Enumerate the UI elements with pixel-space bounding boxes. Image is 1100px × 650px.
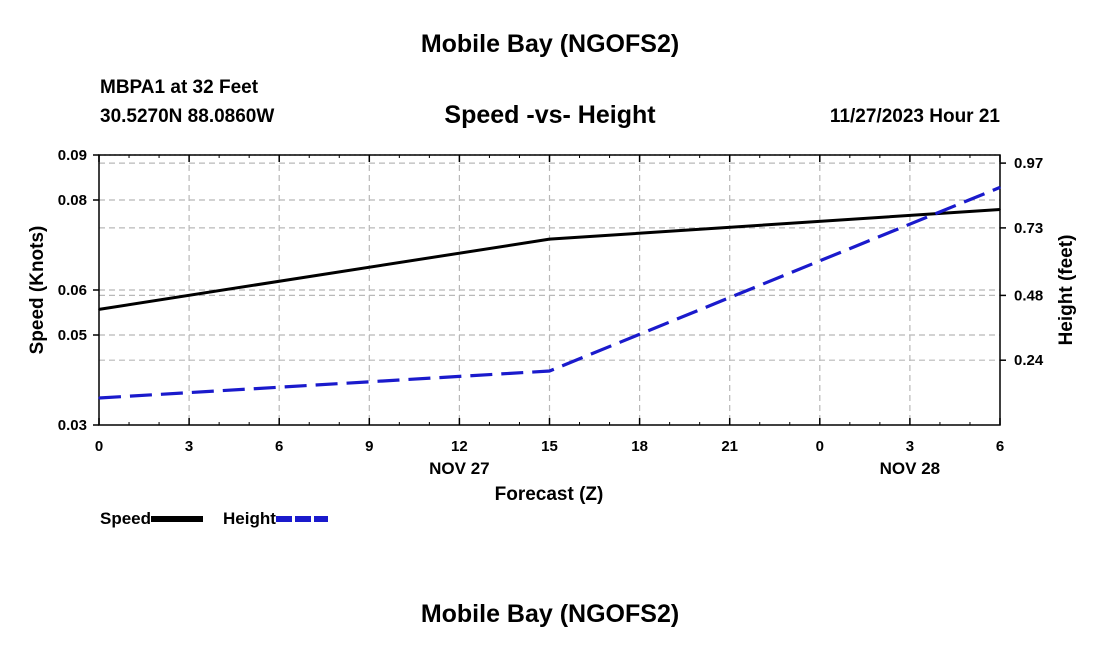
grid [99,154,1000,425]
legend-speed-swatch [151,516,204,522]
speed-height-chart: 0 3 6 9 12 15 18 21 0 3 6 NOV 27 NOV 28 0.03 0.05 0.06 0… [27,147,1077,505]
y-tick-label: 0.03 [58,417,87,434]
series-speed-point [98,308,100,311]
x-tick-label: 21 [721,438,738,455]
ticks [93,154,1006,426]
y2-tick-label: 0.97 [1014,155,1043,172]
page-title: Mobile Bay (NGOFS2) [420,30,680,58]
series-speed-point [548,238,551,240]
legend-speed-label: Speed [100,509,152,528]
x-tick-label: 9 [365,438,373,455]
legend: Speed Height [100,509,330,529]
x-tick-label: 18 [631,438,648,455]
series-height-point [999,186,1001,189]
station-label: MBPA1 at 32 Feet [100,77,259,98]
y2-tick-label: 0.24 [1014,352,1044,369]
x-tick-label: 3 [906,438,914,455]
series-height-point [548,370,551,372]
y2-axis-label: Height (feet) [1056,235,1077,346]
y-tick-label: 0.06 [58,282,87,299]
y-tick-label: 0.09 [58,147,87,164]
date-label: NOV 27 [429,459,489,478]
series [98,185,1001,400]
y-tick-label: 0.08 [58,192,87,209]
tick-labels: 0 3 6 9 12 15 18 21 0 3 6 NOV 27 NOV 28 0.03 0.05 0.06 0… [58,147,1044,478]
date-label: NOV 28 [880,459,940,478]
station-coords: 30.5270N 88.0860W [100,106,275,127]
y-tick-label: 0.05 [58,327,87,344]
x-tick-label: 6 [275,438,283,455]
series-height-point [98,397,100,399]
x-tick-label: 0 [95,438,103,455]
series-speed-point [999,208,1001,211]
x-tick-label: 3 [185,438,193,455]
y2-tick-label: 0.73 [1014,220,1043,237]
legend-height-label: Height [223,509,276,528]
x-tick-label: 15 [541,438,558,455]
footer-title: Mobile Bay (NGOFS2) [420,600,680,628]
x-tick-label: 12 [451,438,468,455]
x-tick-label: 0 [816,438,824,455]
y2-tick-label: 0.48 [1014,287,1043,304]
forecast-datetime: 11/27/2023 Hour 21 [829,106,1000,127]
x-axis-label: Forecast (Z) [495,484,604,505]
legend-height-swatch [275,516,328,522]
chart-title: Speed -vs- Height [444,101,656,129]
y-axis-label: Speed (Knots) [27,226,48,355]
x-tick-label: 6 [996,438,1004,455]
